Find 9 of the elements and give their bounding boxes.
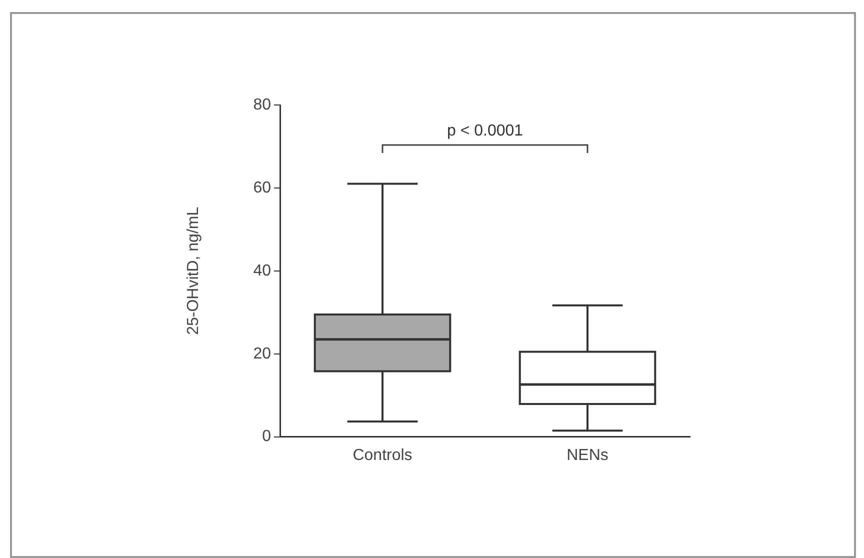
y-tick-label: 0 — [262, 428, 272, 446]
y-tick-label: 80 — [253, 96, 272, 114]
annotation: p < 0.0001 — [446, 122, 524, 140]
x-tick-label: NENs — [566, 446, 608, 464]
y-tick-label: 60 — [253, 179, 272, 196]
y-tick-label: 20 — [253, 345, 272, 362]
y-tick-label: 40 — [253, 262, 272, 280]
x-tick-label: Controls — [352, 446, 412, 464]
y-axis-title: 25-OHvitD, ng/mL — [185, 206, 202, 335]
